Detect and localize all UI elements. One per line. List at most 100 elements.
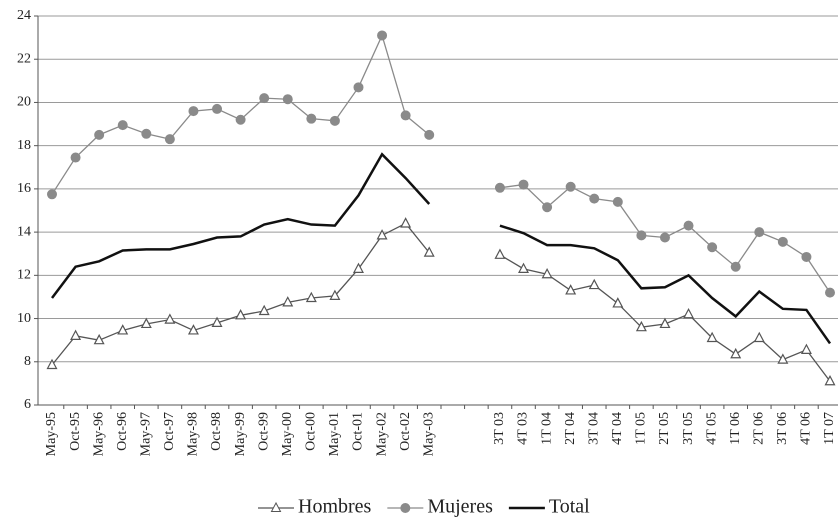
x-tick-label: May-02 <box>374 412 389 456</box>
point <box>141 128 152 139</box>
x-tick-label: May-01 <box>327 412 342 456</box>
point <box>140 317 152 329</box>
point <box>282 296 294 307</box>
point <box>258 304 270 316</box>
x-tick-label: 2T 05 <box>657 412 672 445</box>
legend-label: Hombres <box>298 496 372 518</box>
point <box>46 358 58 370</box>
x-tick-label: 3T 06 <box>775 412 790 445</box>
point <box>565 284 577 295</box>
point <box>588 278 600 290</box>
y-tick-label: 12 <box>17 268 31 283</box>
x-tick-label: 1T 04 <box>539 412 554 445</box>
point <box>824 374 836 386</box>
point <box>70 152 81 163</box>
y-tick-label: 24 <box>17 8 31 23</box>
point <box>329 115 340 126</box>
point <box>70 329 82 340</box>
x-tick-label: May-98 <box>186 412 201 456</box>
point <box>683 307 695 319</box>
point <box>777 353 789 364</box>
series-line <box>51 33 831 293</box>
y-tick-label: 20 <box>17 95 31 110</box>
point <box>754 227 765 238</box>
point <box>494 182 505 193</box>
x-tick-label: 1T 07 <box>822 412 837 445</box>
point <box>518 179 529 190</box>
point <box>376 229 388 240</box>
y-tick-label: 18 <box>17 138 31 153</box>
point <box>518 262 530 273</box>
y-tick-label: 16 <box>17 181 31 196</box>
x-tick-label: Oct-00 <box>304 412 319 451</box>
x-tick-label: May-97 <box>139 412 154 456</box>
x-tick-label: 4T 03 <box>516 412 531 445</box>
point <box>353 82 364 93</box>
point <box>235 309 247 320</box>
legend-label: Total <box>549 496 590 518</box>
legend: Hombres Mujeres Total <box>258 496 590 518</box>
x-tick-label: 4T 04 <box>610 412 625 445</box>
x-tick-label: 1T 05 <box>634 412 649 445</box>
x-tick-label: Oct-98 <box>209 412 224 451</box>
x-tick-label: 2T 04 <box>563 412 578 445</box>
point <box>329 289 341 300</box>
point <box>306 113 317 124</box>
series-line <box>51 152 832 345</box>
point <box>212 103 223 114</box>
point <box>117 120 128 131</box>
x-tick-label: 4T 06 <box>799 412 814 445</box>
x-tick-label: Oct-97 <box>162 412 177 451</box>
point <box>636 230 647 241</box>
point <box>801 251 812 262</box>
point <box>659 317 671 329</box>
point <box>659 232 670 243</box>
x-tick-label: 3T 05 <box>681 412 696 445</box>
point <box>777 236 788 247</box>
point <box>565 181 576 192</box>
legend-label: Mujeres <box>427 496 493 518</box>
x-tick-label: 3T 03 <box>492 412 507 445</box>
x-tick-label: 3T 04 <box>586 412 601 445</box>
point <box>400 110 411 121</box>
point <box>47 189 57 200</box>
y-tick-label: 10 <box>17 311 31 326</box>
point <box>706 331 718 343</box>
point <box>589 193 600 204</box>
x-tick-label: May-96 <box>91 412 106 456</box>
x-tick-label: May-95 <box>44 412 59 456</box>
x-tick-label: May-99 <box>233 412 248 456</box>
point <box>542 202 553 213</box>
point <box>93 333 105 345</box>
x-tick-label: Oct-02 <box>398 412 413 451</box>
x-tick-label: 2T 06 <box>751 412 766 445</box>
point <box>282 94 293 105</box>
y-tick-label: 14 <box>17 224 31 239</box>
point <box>612 297 624 308</box>
point <box>188 106 199 117</box>
point <box>730 347 742 359</box>
point <box>400 217 412 228</box>
point <box>259 93 270 104</box>
point <box>352 262 364 273</box>
point <box>305 291 317 303</box>
x-tick-label: Oct-01 <box>351 412 366 451</box>
y-tick-label: 22 <box>17 51 31 66</box>
x-tick-label: Oct-99 <box>256 412 271 451</box>
point <box>117 324 129 335</box>
point <box>235 114 246 125</box>
legend-marker <box>400 503 411 513</box>
point <box>707 242 718 253</box>
x-tick-label: Oct-96 <box>115 412 130 451</box>
point <box>730 261 741 272</box>
point <box>683 220 694 231</box>
point <box>164 134 175 145</box>
point <box>94 129 105 140</box>
point <box>423 246 435 257</box>
legend-marker <box>270 501 282 512</box>
point <box>825 287 835 298</box>
x-tick-label: 1T 06 <box>728 412 743 445</box>
x-tick-label: May-00 <box>280 412 295 456</box>
point <box>211 316 223 327</box>
